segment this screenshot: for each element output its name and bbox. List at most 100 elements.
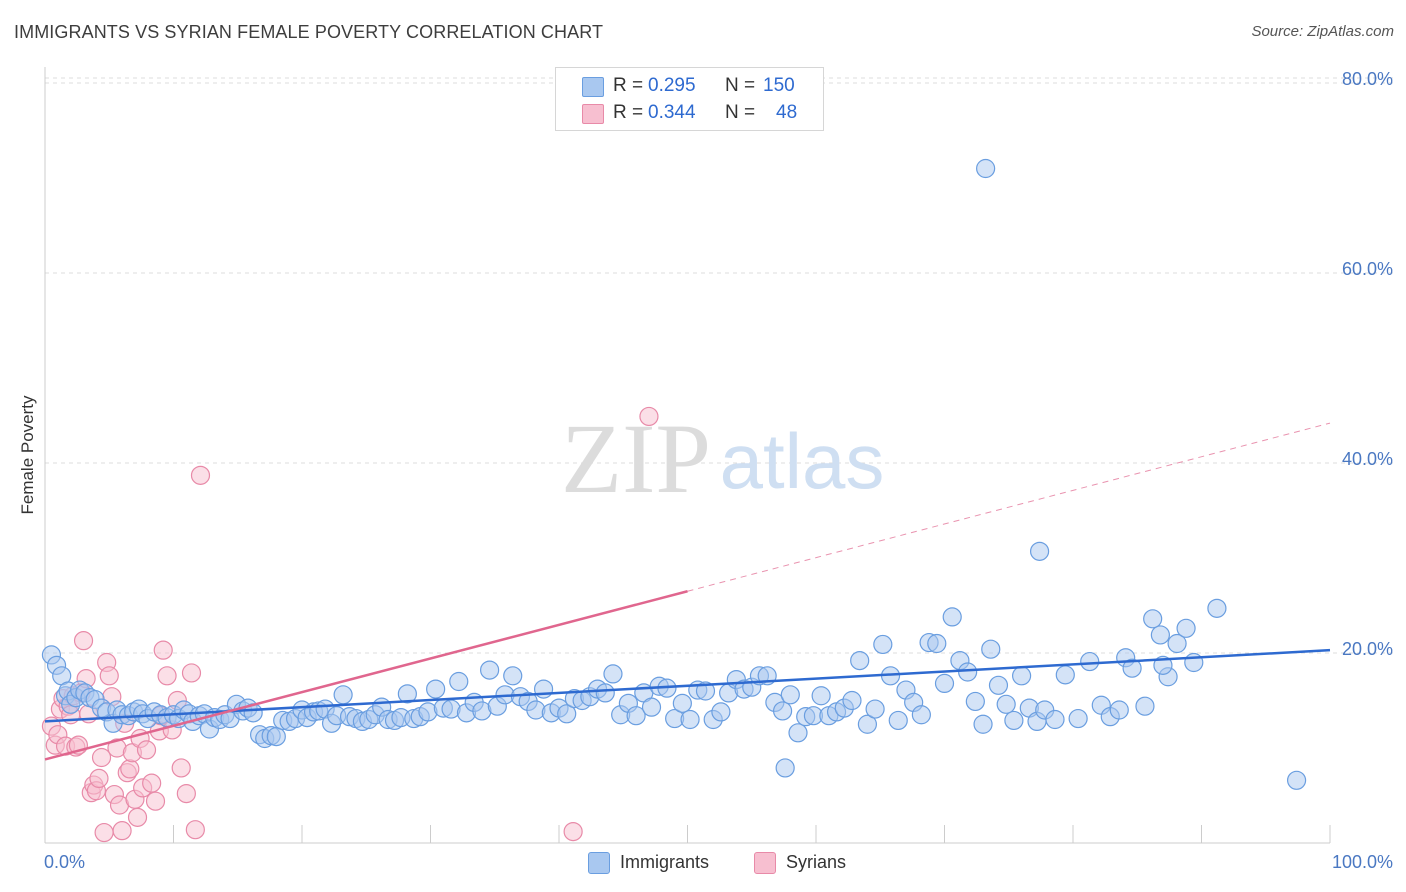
syrians-point: [89, 768, 109, 789]
syrians-point: [136, 740, 157, 760]
immigrants-point: [426, 679, 446, 699]
x-tick-label-max: 100.0%: [1331, 852, 1393, 872]
immigrants-point: [965, 691, 985, 712]
immigrants-point: [888, 710, 908, 731]
immigrants-point: [680, 709, 700, 730]
syrians-point: [153, 640, 173, 660]
immigrants-point: [333, 685, 353, 705]
r-value: 0.295: [648, 75, 696, 96]
syrians-points: [41, 406, 659, 843]
syrians-trend-line: [44, 590, 688, 761]
stats-row-syrians: R = 0.344 N = 48: [556, 100, 823, 128]
immigrants-point: [811, 686, 831, 706]
immigrants-point: [996, 694, 1016, 714]
immigrants-point: [1055, 665, 1075, 685]
syrians-point: [639, 406, 659, 427]
immigrants-point: [557, 704, 577, 724]
immigrants-point: [672, 693, 692, 713]
syrians-point: [157, 666, 177, 686]
n-label: N =: [725, 102, 756, 123]
syrians-point: [99, 666, 119, 686]
immigrants-point: [958, 662, 978, 682]
immigrants-point: [1109, 700, 1129, 720]
immigrants-point: [780, 685, 800, 705]
immigrants-point: [1135, 696, 1155, 716]
chart-source: Source: ZipAtlas.com: [1251, 23, 1394, 40]
immigrants-point: [595, 683, 615, 703]
immigrants-point: [449, 671, 469, 692]
immigrants-point: [1045, 709, 1065, 730]
immigrants-point: [1167, 633, 1187, 654]
immigrants-point: [1207, 598, 1227, 618]
immigrants-point: [1011, 666, 1032, 686]
syrians-point: [181, 663, 202, 683]
immigrants-point: [911, 705, 931, 725]
immigrants-trend-line: [44, 648, 1331, 723]
syrians-point: [120, 759, 140, 779]
syrians-swatch: [754, 852, 776, 874]
immigrants-point: [641, 697, 662, 717]
syrians-point: [176, 783, 196, 804]
syrians-point: [190, 465, 211, 485]
immigrants-swatch: [588, 852, 610, 874]
immigrants-point: [626, 706, 646, 726]
immigrants-point: [1143, 609, 1163, 629]
r-label: R =: [613, 75, 644, 96]
immigrants-point: [1122, 658, 1142, 678]
gridlines: [45, 77, 1393, 654]
syrians-trend-extension: [687, 422, 1331, 592]
immigrants-swatch: [582, 77, 604, 97]
immigrants-point: [934, 673, 955, 694]
y-tick-label: 80.0%: [1341, 69, 1393, 89]
immigrants-point: [711, 702, 731, 722]
syrians-point: [142, 773, 162, 793]
immigrants-point: [695, 681, 716, 701]
watermark-atlas: atlas: [720, 417, 885, 505]
x-tick-label-min: 0.0%: [44, 852, 86, 872]
trend-lines: [44, 422, 1331, 761]
legend-label: Syrians: [786, 852, 847, 872]
immigrants-point: [850, 650, 870, 671]
immigrants-point: [973, 714, 993, 734]
immigrants-point: [1176, 618, 1196, 638]
immigrants-point: [266, 726, 286, 747]
watermark-zip: ZIP: [561, 403, 711, 514]
immigrants-point: [927, 633, 947, 654]
immigrants-point: [1150, 625, 1170, 645]
immigrants-point: [857, 714, 878, 734]
immigrants-point: [397, 684, 417, 704]
syrians-point: [91, 747, 112, 768]
immigrants-point: [988, 675, 1009, 695]
n-value: 150: [763, 75, 795, 96]
n-label: N =: [725, 75, 756, 96]
axes: [44, 67, 1331, 844]
syrians-point: [563, 821, 583, 842]
immigrants-point: [775, 758, 795, 778]
syrians-point: [94, 822, 114, 843]
immigrants-point: [1029, 541, 1050, 561]
immigrants-point: [603, 664, 623, 684]
r-label: R =: [613, 102, 644, 123]
y-tick-label: 60.0%: [1341, 259, 1393, 279]
immigrants-point: [503, 666, 523, 686]
immigrants-point: [772, 701, 793, 721]
y-tick-label: 20.0%: [1341, 639, 1393, 659]
syrians-point: [73, 631, 94, 651]
syrians-point: [185, 820, 205, 840]
immigrants-point: [1068, 708, 1088, 729]
immigrants-point: [1286, 770, 1307, 790]
immigrants-point: [873, 634, 893, 655]
immigrants-point: [1004, 710, 1024, 731]
immigrants-point: [981, 639, 1001, 659]
n-value: 48: [776, 102, 798, 123]
watermark: ZIP atlas: [561, 403, 884, 514]
immigrants-point: [942, 607, 962, 627]
chart-title: IMMIGRANTS VS SYRIAN FEMALE POVERTY CORR…: [14, 22, 604, 42]
immigrants-point: [865, 699, 885, 719]
syrians-point: [171, 758, 191, 778]
immigrants-point: [533, 679, 554, 699]
immigrants-point: [788, 723, 808, 743]
legend-label: Immigrants: [620, 852, 710, 872]
immigrants-point: [480, 660, 500, 680]
